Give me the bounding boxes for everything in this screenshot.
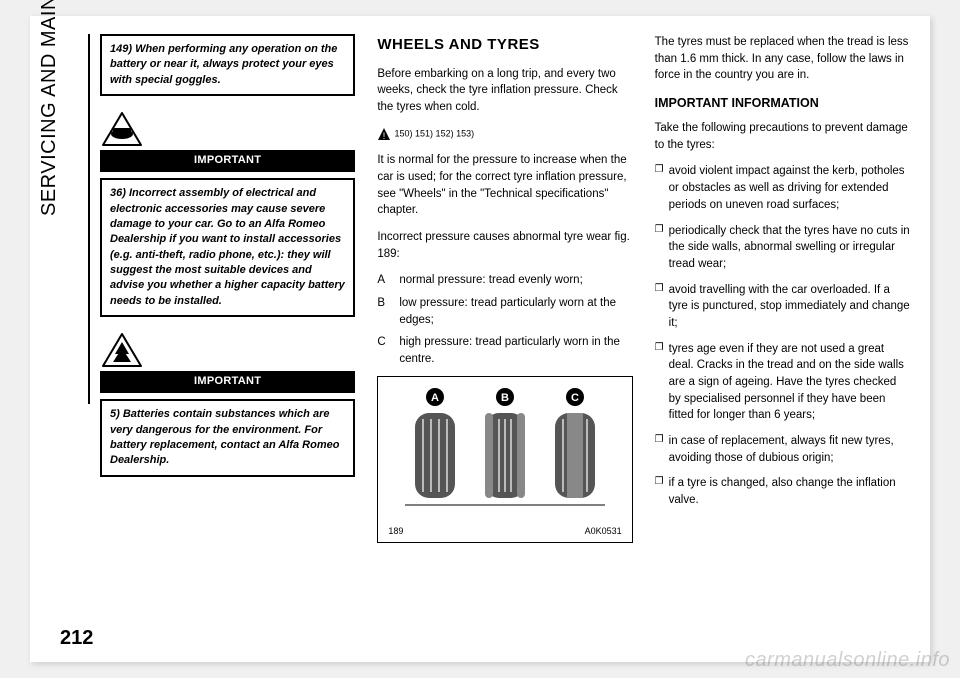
important-info-heading: IMPORTANT INFORMATION [655, 94, 910, 112]
precautions-list: avoid violent impact against the kerb, p… [655, 163, 910, 508]
def-c-text: high pressure: tread particularly worn i… [399, 334, 632, 367]
warning-box-149: 149) When performing any operation on th… [100, 34, 355, 96]
figure-189: A B C [377, 376, 632, 543]
column-3: The tyres must be replaced when the trea… [655, 34, 910, 642]
def-b: Blow pressure: tread particularly worn a… [377, 295, 632, 328]
def-b-text: low pressure: tread particularly worn at… [399, 295, 632, 328]
incorrect-pressure-paragraph: Incorrect pressure causes abnormal tyre … [377, 229, 632, 262]
bullet-3: avoid travelling with the car overloaded… [655, 282, 910, 332]
tree-warning-icon [100, 331, 144, 369]
car-warning-icon [100, 110, 144, 148]
svg-text:C: C [571, 392, 579, 404]
warning-box-5: 5) Batteries contain substances which ar… [100, 399, 355, 477]
page-number: 212 [60, 627, 93, 650]
manual-page: SERVICING AND MAINTENANCE 149) When perf… [30, 16, 930, 662]
wheels-tyres-heading: WHEELS AND TYRES [377, 34, 632, 56]
bullet-6: if a tyre is changed, also change the in… [655, 475, 910, 508]
ref-line: ! 150) 151) 152) 153) [377, 126, 632, 143]
tyres-intro-paragraph: Before embarking on a long trip, and eve… [377, 66, 632, 116]
section-title-vertical: SERVICING AND MAINTENANCE [38, 0, 61, 216]
warning-box-36: 36) Incorrect assembly of electrical and… [100, 178, 355, 317]
bullet-5: in case of replacement, always fit new t… [655, 433, 910, 466]
svg-text:B: B [501, 392, 509, 404]
def-a-text: normal pressure: tread evenly worn; [399, 272, 582, 289]
svg-text:!: ! [383, 131, 386, 141]
reference-numbers: 150) 151) 152) 153) [395, 128, 475, 138]
warning-triangle-icon: ! [377, 127, 391, 141]
svg-text:A: A [431, 392, 439, 404]
tyre-wear-illustration: A B C [395, 385, 615, 515]
side-rule [88, 34, 90, 404]
important-label-1: IMPORTANT [100, 150, 355, 172]
figure-number: 189 [388, 525, 403, 538]
bullet-1: avoid violent impact against the kerb, p… [655, 163, 910, 213]
important-label-2: IMPORTANT [100, 371, 355, 393]
content-columns: 149) When performing any operation on th… [100, 34, 910, 642]
def-c: Chigh pressure: tread particularly worn … [377, 334, 632, 367]
column-2: WHEELS AND TYRES Before embarking on a l… [377, 34, 632, 642]
figure-code: A0K0531 [585, 525, 622, 538]
bullet-2: periodically check that the tyres have n… [655, 223, 910, 273]
bullet-4: tyres age even if they are not used a gr… [655, 341, 910, 424]
watermark-text: carmanualsonline.info [745, 649, 950, 672]
pressure-paragraph: It is normal for the pressure to increas… [377, 152, 632, 219]
replace-tread-paragraph: The tyres must be replaced when the trea… [655, 34, 910, 84]
column-1: 149) When performing any operation on th… [100, 34, 355, 642]
def-a: Anormal pressure: tread evenly worn; [377, 272, 632, 289]
precautions-intro: Take the following precautions to preven… [655, 120, 910, 153]
